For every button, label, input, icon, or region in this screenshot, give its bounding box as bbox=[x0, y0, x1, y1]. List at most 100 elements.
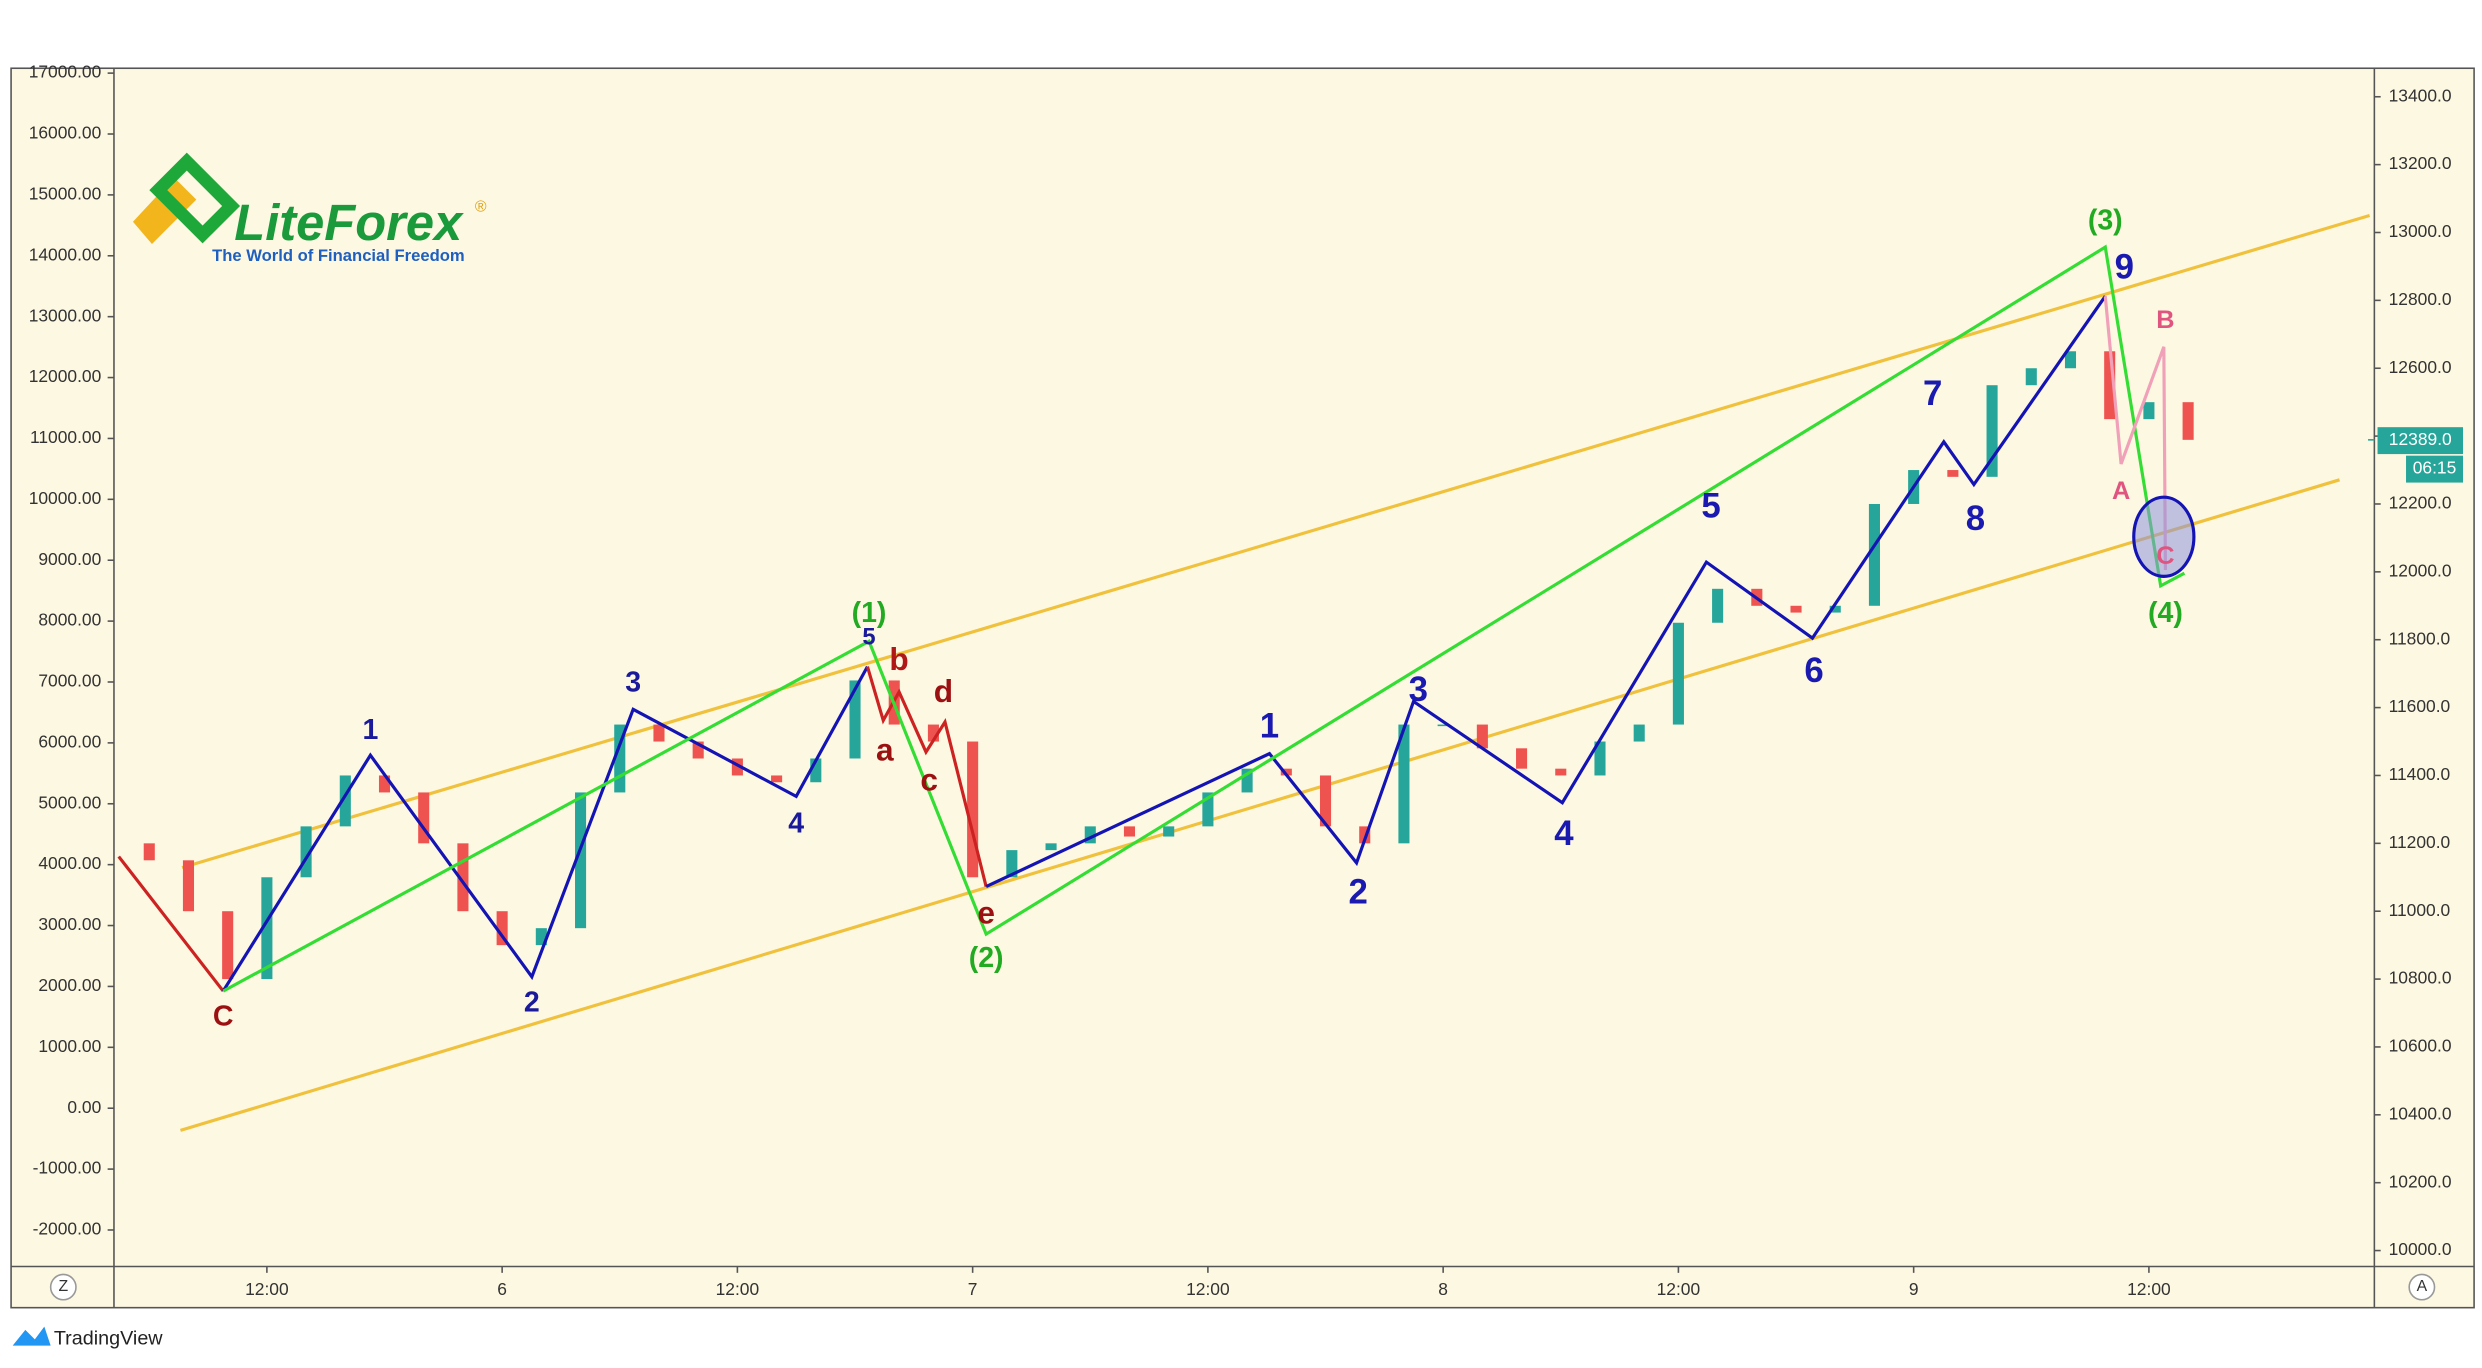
candle-body bbox=[1163, 826, 1175, 837]
candle-body bbox=[2143, 402, 2155, 420]
candle-body bbox=[182, 860, 195, 912]
candle-body bbox=[535, 928, 547, 946]
button[interactable] bbox=[49, 1273, 77, 1301]
wave-line bbox=[222, 244, 2186, 993]
y-tick-label: 1000.00 bbox=[38, 1036, 101, 1056]
logo: LiteForex ® The World of Financial Freed… bbox=[132, 152, 487, 265]
channel-upper bbox=[181, 213, 2371, 870]
wave-label: a bbox=[876, 731, 894, 767]
candle-body bbox=[771, 775, 783, 783]
countdown-tag bbox=[2406, 455, 2464, 483]
brand: TradingView bbox=[54, 1328, 163, 1350]
logo-icon bbox=[149, 152, 241, 244]
candle-body bbox=[2104, 351, 2116, 420]
candle-body bbox=[692, 741, 704, 759]
wave-label: 5 bbox=[862, 624, 875, 650]
wave-label: 2 bbox=[1348, 873, 1367, 912]
y-tick-label: 15000.00 bbox=[29, 183, 102, 203]
candle-body bbox=[1280, 768, 1292, 776]
button-label[interactable]: A bbox=[2417, 1278, 2428, 1295]
wave-label: 1 bbox=[1260, 707, 1279, 746]
candle-body bbox=[2025, 368, 2037, 386]
wave-label: 3 bbox=[1409, 670, 1428, 709]
wave-lines bbox=[117, 244, 2196, 993]
candle-body bbox=[1633, 724, 1645, 742]
candle-body bbox=[1359, 826, 1371, 844]
chart-frame bbox=[10, 67, 2475, 1309]
y2-tick-label: 10000.0 bbox=[2389, 1239, 2452, 1259]
y-tick-label: 12000.00 bbox=[29, 366, 102, 386]
candle-body bbox=[418, 792, 430, 844]
candle-body bbox=[653, 724, 665, 742]
y2-tick-label: 11800.0 bbox=[2389, 628, 2451, 648]
wave-label: 2 bbox=[524, 986, 540, 1018]
candle-body bbox=[1672, 622, 1684, 725]
wave-label: 1 bbox=[362, 714, 378, 746]
x-tick-label: 7 bbox=[968, 1279, 978, 1299]
candle-body bbox=[222, 911, 234, 980]
wave-line bbox=[221, 665, 869, 992]
y-tick-label: 4000.00 bbox=[38, 853, 101, 873]
candle-body bbox=[1516, 748, 1528, 769]
wave-label: 6 bbox=[1804, 651, 1823, 690]
logo-mark: ® bbox=[475, 199, 487, 216]
y-tick-label: -2000.00 bbox=[33, 1219, 102, 1239]
y-tick-label: 7000.00 bbox=[38, 671, 101, 691]
candle-body bbox=[810, 758, 822, 783]
y-tick-label: 16000.00 bbox=[29, 123, 102, 143]
y2-tick-label: 11200.0 bbox=[2389, 832, 2451, 852]
wave-label: 9 bbox=[2115, 247, 2134, 286]
candle-body bbox=[2182, 402, 2194, 440]
x-tick-label: 12:00 bbox=[2127, 1279, 2171, 1299]
wave-label: c bbox=[920, 761, 938, 797]
y-tick-label: 2000.00 bbox=[38, 975, 101, 995]
x-tick-label: 12:00 bbox=[716, 1279, 760, 1299]
candle-body bbox=[300, 826, 312, 878]
y-tick-label: 17000.00 bbox=[29, 62, 102, 82]
y-tick-label: 9000.00 bbox=[38, 549, 101, 569]
wave-label: 8 bbox=[1966, 499, 1985, 538]
candle-body bbox=[1202, 792, 1214, 827]
x-tick-label: 12:00 bbox=[245, 1279, 289, 1299]
price-tag bbox=[2377, 427, 2464, 455]
wave-line bbox=[865, 666, 988, 887]
wave-label: C bbox=[2156, 542, 2174, 570]
y-tick-label: 5000.00 bbox=[38, 792, 101, 812]
candle-body bbox=[1045, 843, 1057, 851]
candle-body bbox=[1319, 775, 1332, 827]
brand-icon bbox=[12, 1326, 51, 1346]
candle-body bbox=[927, 724, 939, 742]
candle-body bbox=[967, 741, 979, 878]
wave-label: 3 bbox=[625, 667, 641, 699]
x-tick-label: 12:00 bbox=[1657, 1279, 1701, 1299]
highlight-ellipse bbox=[2132, 495, 2196, 578]
candle-body bbox=[1947, 470, 1959, 477]
candle-body bbox=[457, 843, 469, 912]
y2-tick-label: 10400.0 bbox=[2389, 1103, 2452, 1123]
wave-label: 7 bbox=[1923, 374, 1942, 413]
y2-tick-label: 12600.0 bbox=[2389, 357, 2452, 377]
wave-label: C bbox=[213, 1001, 234, 1033]
wave-line bbox=[2103, 296, 2168, 571]
wave-label: B bbox=[2156, 306, 2174, 334]
x-tick-label: 9 bbox=[1909, 1279, 1919, 1299]
countdown-label: 06:15 bbox=[2413, 458, 2457, 478]
wave-label: A bbox=[2112, 477, 2130, 505]
y2-tick-label: 13200.0 bbox=[2389, 153, 2452, 173]
wave-label: (4) bbox=[2148, 597, 2183, 629]
button[interactable] bbox=[2408, 1273, 2436, 1301]
candle-body bbox=[378, 775, 391, 793]
candle-body bbox=[1398, 724, 1410, 844]
candle-body bbox=[496, 911, 508, 946]
button-label[interactable]: Z bbox=[58, 1278, 68, 1295]
candle-body bbox=[1790, 605, 1802, 613]
candle-body bbox=[1006, 850, 1018, 878]
candle-body bbox=[1712, 588, 1724, 623]
y2-tick-label: 13000.0 bbox=[2389, 221, 2452, 241]
wave-label: d bbox=[934, 673, 953, 709]
candle-body bbox=[1555, 768, 1567, 776]
candle-body bbox=[1437, 724, 1449, 727]
y-tick-label: 14000.00 bbox=[29, 244, 102, 264]
candle-body bbox=[1594, 741, 1606, 776]
